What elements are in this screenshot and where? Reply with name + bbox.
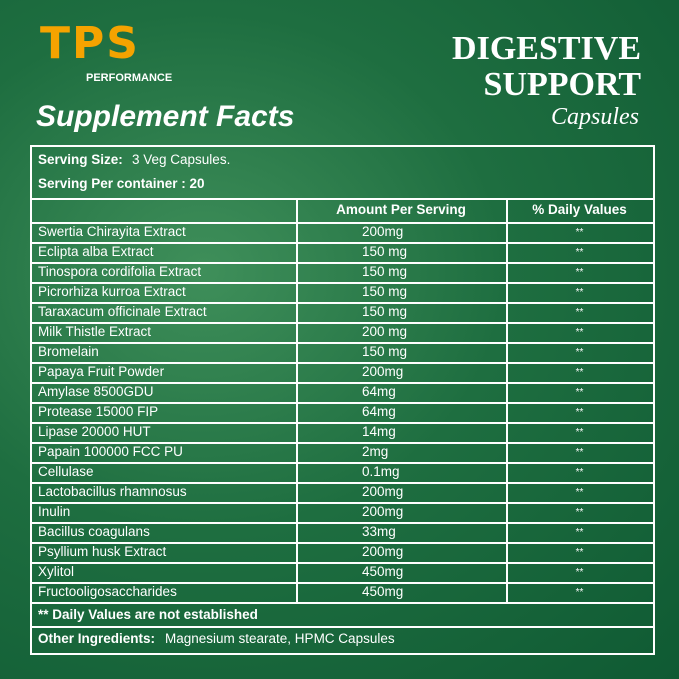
- daily-value: **: [575, 427, 584, 438]
- rule: [296, 198, 298, 602]
- daily-value: **: [575, 227, 584, 238]
- ingredient-name: Papaya Fruit Powder: [38, 364, 165, 379]
- column-header: % Daily Values: [532, 202, 627, 217]
- rule: [30, 582, 653, 584]
- ingredient-amount: 200 mg: [362, 324, 408, 339]
- ingredient-amount: 33mg: [362, 524, 396, 539]
- ingredient-name: Swertia Chirayita Extract: [38, 224, 186, 239]
- rule: [30, 562, 653, 564]
- daily-value: **: [575, 267, 584, 278]
- ingredient-amount: 200mg: [362, 364, 404, 379]
- ingredient-name: Protease 15000 FIP: [38, 404, 159, 419]
- product-form: Capsules: [550, 104, 639, 130]
- heading: Supplement Facts: [36, 100, 295, 133]
- daily-value: **: [575, 567, 584, 578]
- ingredient-name: Picrorhiza kurroa Extract: [38, 284, 186, 299]
- ingredient-name: Inulin: [38, 504, 71, 519]
- daily-value: **: [575, 507, 584, 518]
- ingredient-name: Xylitol: [38, 564, 75, 579]
- footnote: ** Daily Values are not established: [38, 607, 258, 622]
- product-name: DIGESTIVE: [452, 30, 641, 67]
- logo-tagline: PERFORMANCE: [86, 72, 173, 84]
- serving-label: Serving Size:: [38, 152, 123, 167]
- daily-value: **: [575, 487, 584, 498]
- daily-value: **: [575, 247, 584, 258]
- ingredient-amount: 450mg: [362, 564, 404, 579]
- ingredient-amount: 14mg: [362, 424, 396, 439]
- rule: [30, 282, 653, 284]
- ingredient-amount: 150 mg: [362, 244, 408, 259]
- ingredient-amount: 150 mg: [362, 284, 408, 299]
- rule: [30, 362, 653, 364]
- ingredient-amount: 200mg: [362, 484, 404, 499]
- ingredient-name: Lipase 20000 HUT: [38, 424, 151, 439]
- rule: [30, 442, 653, 444]
- ingredient-amount: 450mg: [362, 584, 404, 599]
- daily-value: **: [575, 587, 584, 598]
- ingredient-amount: 2mg: [362, 444, 389, 459]
- daily-value: **: [575, 347, 584, 358]
- daily-value: **: [575, 447, 584, 458]
- rule: [30, 626, 653, 628]
- ingredient-name: Bromelain: [38, 344, 99, 359]
- ingredient-name: Fructooligosaccharides: [38, 584, 177, 599]
- ingredient-amount: 200mg: [362, 504, 404, 519]
- ingredient-name: Tinospora cordifolia Extract: [38, 264, 202, 279]
- daily-value: **: [575, 307, 584, 318]
- facts-table: [30, 145, 655, 655]
- ingredient-name: Milk Thistle Extract: [38, 324, 152, 339]
- rule: [30, 602, 653, 604]
- ingredient-name: Taraxacum officinale Extract: [38, 304, 207, 319]
- daily-value: **: [575, 407, 584, 418]
- ingredient-name: Papain 100000 FCC PU: [38, 444, 183, 459]
- other-ingredients: Magnesium stearate, HPMC Capsules: [165, 631, 395, 646]
- ingredient-amount: 200mg: [362, 224, 404, 239]
- ingredient-name: Cellulase: [38, 464, 94, 479]
- ingredient-amount: 150 mg: [362, 304, 408, 319]
- daily-value: **: [575, 327, 584, 338]
- product-name: SUPPORT: [483, 66, 641, 103]
- daily-value: **: [575, 387, 584, 398]
- rule: [30, 462, 653, 464]
- ingredient-amount: 150 mg: [362, 264, 408, 279]
- rule: [30, 522, 653, 524]
- rule: [506, 198, 508, 602]
- logo: TPS: [40, 18, 140, 69]
- ingredient-name: Psyllium husk Extract: [38, 544, 167, 559]
- rule: [30, 262, 653, 264]
- rule: [30, 402, 653, 404]
- daily-value: **: [575, 367, 584, 378]
- ingredient-name: Bacillus coagulans: [38, 524, 150, 539]
- rule: [30, 482, 653, 484]
- rule: [30, 242, 653, 244]
- rule: [30, 422, 653, 424]
- daily-value: **: [575, 287, 584, 298]
- daily-value: **: [575, 527, 584, 538]
- rule: [30, 302, 653, 304]
- other-ingredients-label: Other Ingredients:: [38, 631, 156, 646]
- rule: [30, 342, 653, 344]
- rule: [30, 502, 653, 504]
- ingredient-amount: 200mg: [362, 544, 404, 559]
- column-header: Amount Per Serving: [336, 202, 466, 217]
- ingredient-name: Amylase 8500GDU: [38, 384, 154, 399]
- rule: [30, 222, 653, 224]
- rule: [30, 198, 653, 200]
- daily-value: **: [575, 547, 584, 558]
- rule: [30, 322, 653, 324]
- ingredient-amount: 0.1mg: [362, 464, 400, 479]
- rule: [30, 382, 653, 384]
- serving-per-container: Serving Per container : 20: [38, 176, 205, 191]
- ingredient-amount: 64mg: [362, 404, 396, 419]
- ingredient-amount: 150 mg: [362, 344, 408, 359]
- ingredient-name: Eclipta alba Extract: [38, 244, 154, 259]
- rule: [30, 542, 653, 544]
- serving-value: 3 Veg Capsules.: [132, 152, 231, 167]
- ingredient-name: Lactobacillus rhamnosus: [38, 484, 187, 499]
- daily-value: **: [575, 467, 584, 478]
- ingredient-amount: 64mg: [362, 384, 396, 399]
